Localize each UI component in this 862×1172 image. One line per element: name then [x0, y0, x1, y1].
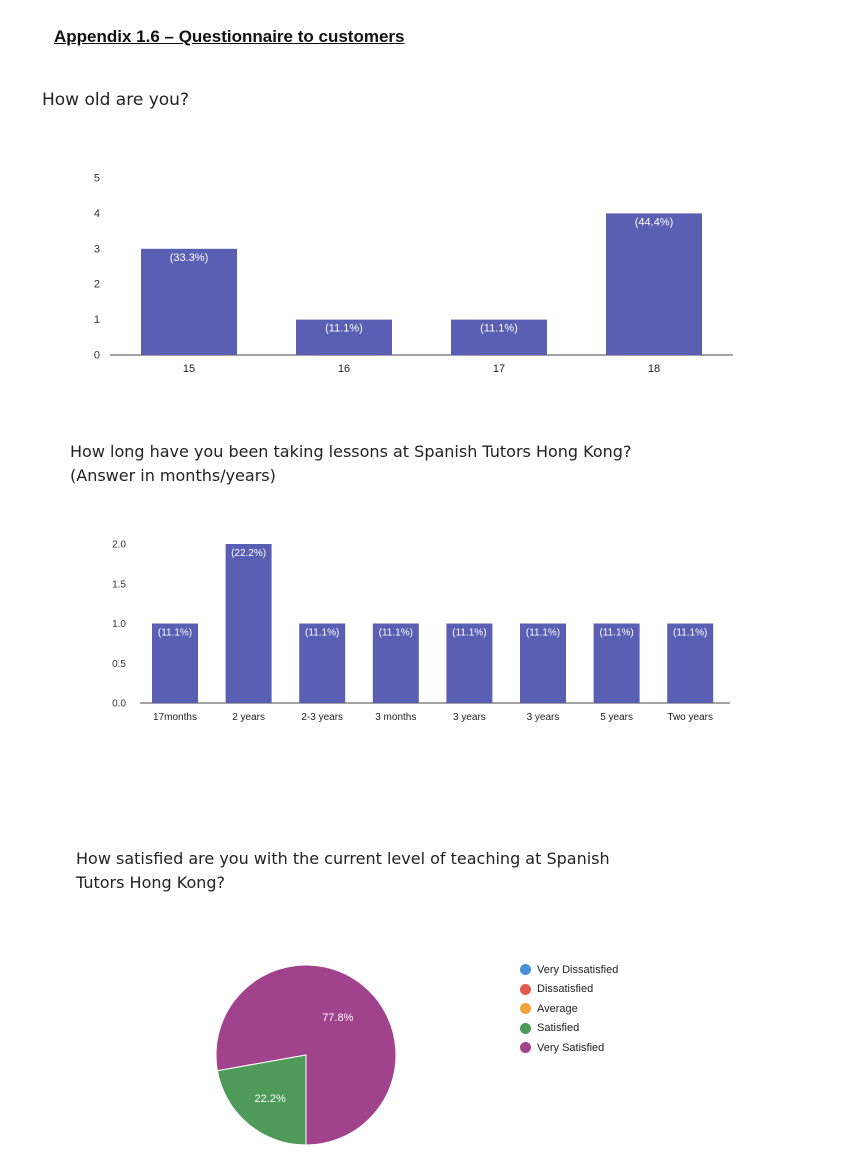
x-tick-label: Two years	[667, 712, 713, 723]
duration-bar-chart: 0.0 0.5 1.0 1.5 2.0 (11.1%) 17months (22.2%) 2 y…	[112, 540, 730, 723]
bar	[606, 213, 702, 355]
bar-data-label: (11.1%)	[325, 323, 363, 335]
legend-label: Dissatisfied	[537, 983, 594, 996]
y-tick-label: 2	[94, 279, 100, 291]
question-satisfaction-line2: Tutors Hong Kong?	[76, 873, 226, 892]
x-tick-label: 3 years	[453, 712, 486, 723]
y-tick-label: 1.5	[112, 579, 126, 590]
bar-data-label: (11.1%)	[158, 628, 192, 639]
legend-dot-satisfied	[520, 1022, 531, 1034]
legend-dot-very-satisfied	[520, 1042, 531, 1054]
question-duration-line1: How long have you been taking lessons at…	[70, 442, 632, 461]
bar-data-label: (11.1%)	[452, 628, 486, 639]
page-heading: Appendix 1.6 – Questionnaire to customer…	[54, 27, 405, 46]
bar	[152, 623, 198, 703]
bar	[296, 319, 392, 355]
y-tick-label: 0.0	[112, 699, 126, 710]
question-satisfaction-line1: How satisfied are you with the current l…	[76, 849, 610, 868]
satisfaction-pie-chart: 77.8% 22.2%	[215, 964, 397, 1146]
y-tick-label: 2.0	[112, 540, 126, 551]
legend-label: Very Dissatisfied	[537, 963, 619, 976]
legend-label: Very Satisfied	[537, 1041, 605, 1054]
pie-slice-satisfied	[216, 1054, 307, 1146]
bar-data-label: (11.1%)	[305, 628, 339, 639]
satisfaction-legend: Very Dissatisfied Dissatisfied Average S…	[520, 960, 618, 1058]
y-tick-label: 0	[94, 350, 100, 362]
legend-item-very-satisfied: Very Satisfied	[520, 1038, 618, 1058]
x-tick-label: 18	[648, 363, 660, 375]
bar	[225, 544, 272, 703]
y-tick-label: 4	[94, 208, 100, 220]
bar-data-label: (44.4%)	[635, 216, 674, 228]
x-tick-label: 2 years	[232, 712, 265, 723]
bar	[593, 623, 640, 703]
y-tick-label: 1.0	[112, 619, 126, 630]
x-tick-label: 2-3 years	[301, 712, 343, 723]
x-tick-label: 17months	[153, 712, 197, 723]
question-duration: How long have you been taking lessons at…	[70, 440, 770, 488]
legend-item-very-dissatisfied: Very Dissatisfied	[520, 960, 618, 980]
legend-item-average: Average	[520, 999, 618, 1019]
bar	[667, 623, 714, 703]
bar-data-label: (11.1%)	[526, 628, 560, 639]
question-satisfaction: How satisfied are you with the current l…	[76, 847, 776, 895]
legend-dot-dissatisfied	[520, 983, 531, 995]
x-tick-label: 3 months	[375, 712, 416, 723]
bar-data-label: (11.1%)	[599, 628, 633, 639]
pie-slice-label: 22.2%	[255, 1093, 286, 1105]
bar-data-label: (22.2%)	[231, 548, 266, 559]
question-duration-line2: (Answer in months/years)	[70, 466, 276, 485]
bar-data-label: (33.3%)	[170, 252, 209, 264]
bar	[141, 248, 237, 355]
x-tick-label: 3 years	[527, 712, 560, 723]
bar	[446, 623, 493, 703]
bar	[520, 623, 566, 703]
y-tick-label: 5	[94, 173, 100, 185]
legend-label: Average	[537, 1002, 578, 1015]
bar	[372, 623, 419, 703]
y-tick-label: 0.5	[112, 659, 126, 670]
y-tick-label: 1	[94, 314, 100, 326]
bar-data-label: (11.1%)	[480, 323, 518, 335]
bar-data-label: (11.1%)	[379, 628, 413, 639]
pie-slice-label: 77.8%	[322, 1012, 353, 1024]
bar-data-label: (11.1%)	[673, 628, 707, 639]
legend-dot-average	[520, 1003, 531, 1015]
legend-dot-very-dissatisfied	[520, 964, 531, 976]
legend-item-dissatisfied: Dissatisfied	[520, 980, 618, 1000]
x-tick-label: 15	[183, 363, 195, 375]
legend-label: Satisfied	[537, 1022, 580, 1035]
question-age: How old are you?	[42, 90, 189, 110]
age-bar-chart: 0 1 2 3 4 5 (33.3%) 15 (11.1%) 16 (11.1%) 17 (44.4%)…	[94, 173, 733, 375]
y-tick-label: 3	[94, 243, 100, 255]
x-tick-label: 16	[338, 363, 350, 375]
x-tick-label: 5 years	[600, 712, 633, 723]
bar	[299, 623, 346, 703]
legend-item-satisfied: Satisfied	[520, 1019, 618, 1039]
x-tick-label: 17	[493, 363, 505, 375]
bar	[451, 319, 547, 355]
